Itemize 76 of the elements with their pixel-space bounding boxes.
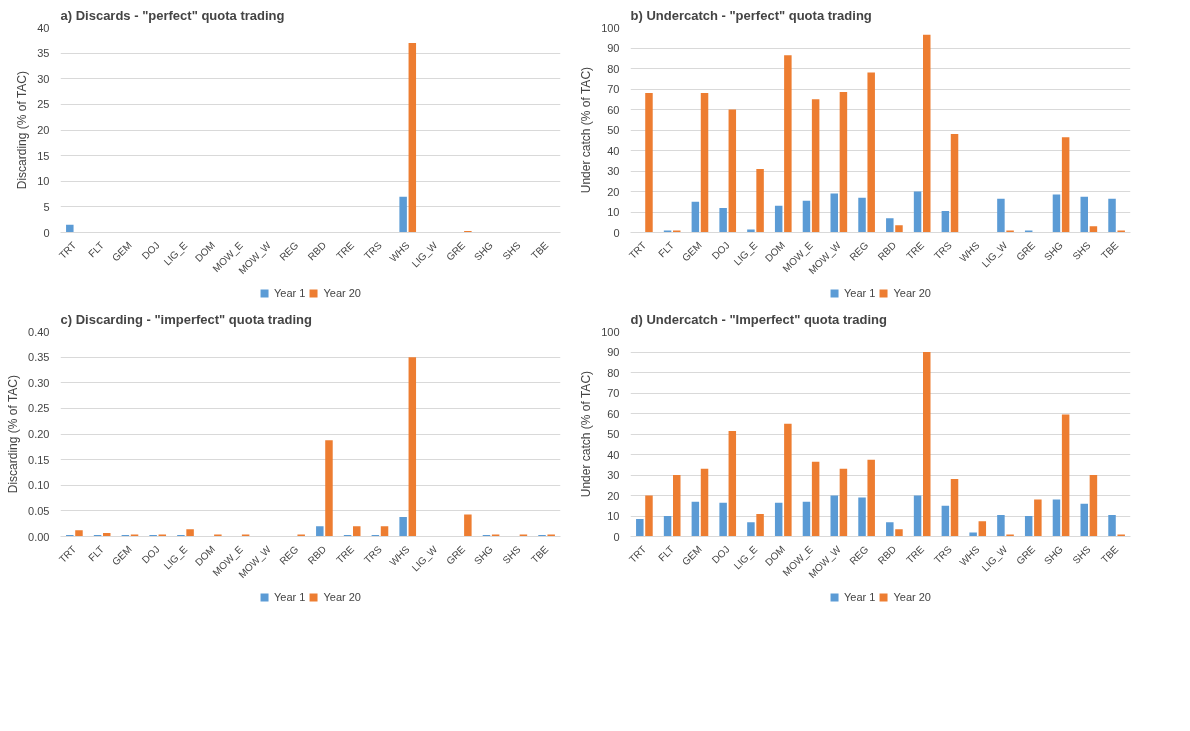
y-tick-label: 30 [607, 469, 620, 481]
y-tick-label: 40 [607, 144, 620, 157]
chart-title: a) Discards - "perfect" quota trading [60, 7, 285, 23]
y-tick-label: 10 [607, 510, 620, 522]
chart-title: c) Discarding - "imperfect" quota trading [60, 311, 312, 327]
chart-title: b) Undercatch - "perfect" quota trading [630, 7, 872, 23]
y-tick-label: 0.20 [28, 428, 50, 440]
y-tick-label: 0 [43, 226, 50, 239]
y-axis-title: Discarding (% of TAC) [15, 70, 30, 190]
legend-label: Year 1 [844, 591, 876, 603]
y-tick-label: 40 [37, 21, 50, 34]
x-tick-label: TRE [904, 239, 927, 262]
y-tick-label: 80 [607, 366, 620, 379]
y-tick-label: 0.40 [28, 325, 50, 338]
x-tick-label: TRS [361, 543, 385, 566]
legend-label: Year 20 [893, 287, 931, 299]
y-tick-label: 20 [37, 124, 50, 136]
legend-label: Year 1 [274, 591, 306, 603]
y-tick-label: 0 [613, 530, 620, 543]
y-tick-label: 70 [607, 387, 620, 399]
y-tick-label: 70 [607, 83, 620, 95]
y-tick-label: 10 [37, 175, 50, 188]
legend-label: Year 20 [323, 287, 361, 299]
y-tick-label: 40 [607, 448, 620, 461]
y-tick-label: 30 [37, 72, 50, 85]
x-tick-label: TBE [1098, 543, 1121, 566]
y-tick-label: 0.30 [28, 376, 50, 389]
x-tick-label: FLT [86, 543, 107, 564]
y-tick-label: 20 [607, 185, 620, 198]
x-tick-label: TRT [626, 239, 649, 262]
y-tick-label: 0.00 [28, 530, 50, 543]
y-tick-label: 0.10 [28, 479, 50, 492]
legend-label: Year 20 [323, 591, 361, 603]
y-tick-label: 0.35 [28, 351, 50, 364]
x-tick-label: TRT [626, 543, 649, 566]
y-tick-label: 80 [607, 62, 620, 75]
chart-title: d) Undercatch - "Imperfect" quota trading [630, 311, 888, 327]
y-tick-label: 0 [613, 226, 620, 239]
y-tick-label: 20 [607, 489, 620, 502]
x-tick-label: FLT [656, 239, 677, 260]
x-tick-label: TRS [931, 543, 955, 566]
y-tick-label: 0.25 [28, 402, 50, 415]
y-tick-label: 5 [43, 200, 50, 213]
y-tick-label: 35 [37, 47, 50, 60]
y-tick-label: 25 [37, 98, 50, 111]
y-tick-label: 10 [607, 206, 620, 218]
x-tick-label: TRE [334, 239, 357, 262]
y-tick-label: 90 [607, 346, 620, 358]
x-tick-label: TRS [361, 239, 385, 262]
legend-label: Year 20 [893, 591, 931, 603]
x-tick-label: TBE [528, 239, 551, 262]
x-tick-label: TRE [904, 543, 927, 566]
x-tick-label: TBE [528, 543, 551, 566]
x-tick-label: TRT [56, 239, 79, 262]
x-tick-label: TBE [1098, 239, 1121, 262]
legend-label: Year 1 [274, 287, 306, 299]
y-tick-label: 0.15 [28, 453, 50, 466]
x-tick-label: FLT [86, 239, 107, 260]
legend-label: Year 1 [844, 287, 876, 299]
x-tick-label: TRS [931, 239, 955, 262]
y-tick-label: 100 [601, 325, 620, 338]
x-tick-label: TRE [334, 543, 357, 566]
y-tick-label: 60 [607, 103, 620, 116]
y-tick-label: 90 [607, 42, 620, 54]
y-tick-label: 60 [607, 407, 620, 420]
y-axis-title: Under catch (% of TAC) [579, 66, 594, 194]
y-tick-label: 0.05 [28, 504, 50, 517]
x-tick-label: TRT [56, 543, 79, 566]
y-tick-label: 30 [607, 165, 620, 177]
y-axis-title: Under catch (% of TAC) [579, 370, 594, 498]
y-axis-title: Discarding (% of TAC) [6, 374, 21, 494]
y-tick-label: 15 [37, 149, 50, 162]
y-tick-label: 50 [607, 124, 620, 136]
x-tick-label: FLT [656, 543, 677, 564]
y-tick-label: 100 [601, 21, 620, 34]
y-tick-label: 50 [607, 428, 620, 440]
